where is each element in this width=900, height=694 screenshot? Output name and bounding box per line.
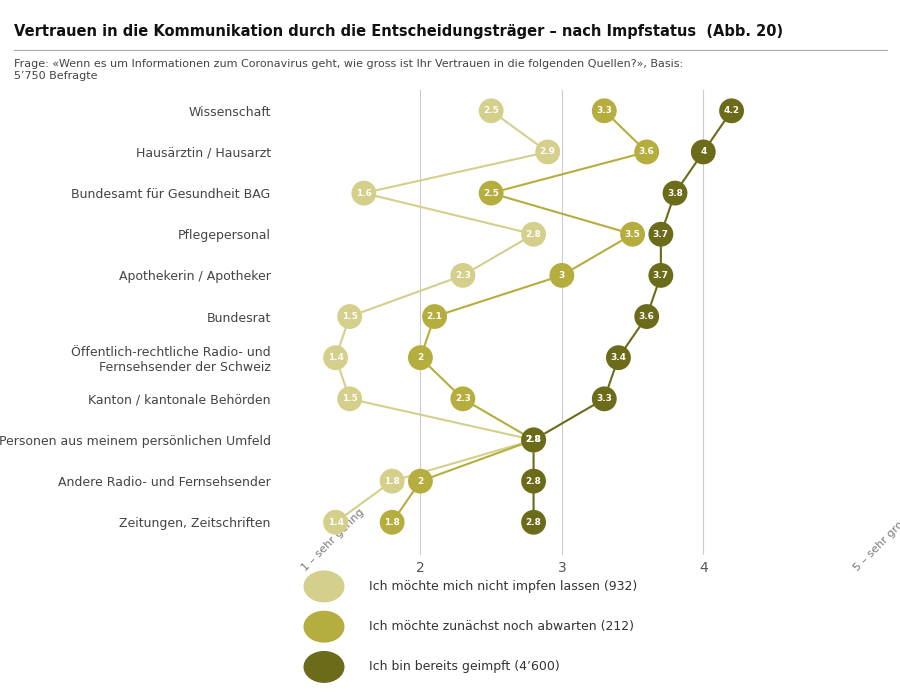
Point <box>653 270 668 281</box>
Text: 1.6: 1.6 <box>356 189 372 198</box>
Text: 2: 2 <box>418 353 424 362</box>
Text: 2.5: 2.5 <box>483 189 500 198</box>
Text: 1.5: 1.5 <box>342 394 357 403</box>
Point <box>385 517 400 528</box>
Point <box>428 311 442 322</box>
Text: 1.4: 1.4 <box>328 353 344 362</box>
Point <box>328 352 343 363</box>
Point <box>526 475 541 486</box>
Text: Vertrauen in die Kommunikation durch die Entscheidungsträger – nach Impfstatus  : Vertrauen in die Kommunikation durch die… <box>14 24 783 40</box>
Point <box>724 105 739 117</box>
Text: 2.3: 2.3 <box>454 271 471 280</box>
Text: 3: 3 <box>559 271 565 280</box>
Point <box>626 229 640 240</box>
Text: 1.4: 1.4 <box>328 518 344 527</box>
Point <box>526 434 541 446</box>
Text: 2.8: 2.8 <box>526 435 542 444</box>
Text: Frage: «Wenn es um Informationen zum Coronavirus geht, wie gross ist Ihr Vertrau: Frage: «Wenn es um Informationen zum Cor… <box>14 59 682 81</box>
Point <box>668 187 682 198</box>
Point <box>696 146 710 158</box>
Text: 2.8: 2.8 <box>526 435 542 444</box>
Text: 3.6: 3.6 <box>639 147 654 156</box>
Point <box>484 105 499 117</box>
Text: 2.5: 2.5 <box>483 106 500 115</box>
Point <box>653 229 668 240</box>
Text: 2.3: 2.3 <box>454 394 471 403</box>
Point <box>356 187 371 198</box>
Text: 1 – sehr gering: 1 – sehr gering <box>301 507 366 573</box>
Text: 3.7: 3.7 <box>652 271 669 280</box>
Point <box>597 105 611 117</box>
Point <box>343 393 357 405</box>
Point <box>526 434 541 446</box>
Text: 3.5: 3.5 <box>625 230 641 239</box>
Text: 2.1: 2.1 <box>427 312 443 321</box>
Text: 3.8: 3.8 <box>667 189 683 198</box>
Text: 3.3: 3.3 <box>597 106 612 115</box>
Point <box>554 270 569 281</box>
Text: 1.5: 1.5 <box>342 312 357 321</box>
Text: 2.8: 2.8 <box>526 477 542 486</box>
Point <box>413 352 428 363</box>
Text: 2.8: 2.8 <box>526 518 542 527</box>
Text: 3.6: 3.6 <box>639 312 654 321</box>
Point <box>541 146 555 158</box>
Text: 4.2: 4.2 <box>724 106 740 115</box>
Text: 5 – sehr gross: 5 – sehr gross <box>851 511 900 573</box>
Point <box>413 475 428 486</box>
Text: 3.4: 3.4 <box>610 353 626 362</box>
Point <box>484 187 499 198</box>
Point <box>385 475 400 486</box>
Text: 4: 4 <box>700 147 706 156</box>
Text: 3.3: 3.3 <box>597 394 612 403</box>
Text: Ich bin bereits geimpft (4’600): Ich bin bereits geimpft (4’600) <box>369 661 560 673</box>
Text: 2.9: 2.9 <box>540 147 555 156</box>
Point <box>455 393 470 405</box>
Point <box>455 270 470 281</box>
Point <box>640 146 654 158</box>
Point <box>640 311 654 322</box>
Point <box>526 434 541 446</box>
Point <box>526 517 541 528</box>
Text: 1.8: 1.8 <box>384 477 400 486</box>
Text: 2.8: 2.8 <box>526 435 542 444</box>
Point <box>343 311 357 322</box>
Point <box>526 229 541 240</box>
Text: 2: 2 <box>418 477 424 486</box>
Text: 1.8: 1.8 <box>384 518 400 527</box>
Point <box>611 352 625 363</box>
Text: 2.8: 2.8 <box>526 230 542 239</box>
Text: Ich möchte zunächst noch abwarten (212): Ich möchte zunächst noch abwarten (212) <box>369 620 634 633</box>
Text: Ich möchte mich nicht impfen lassen (932): Ich möchte mich nicht impfen lassen (932… <box>369 580 637 593</box>
Text: 3.7: 3.7 <box>652 230 669 239</box>
Point <box>328 517 343 528</box>
Point <box>597 393 611 405</box>
